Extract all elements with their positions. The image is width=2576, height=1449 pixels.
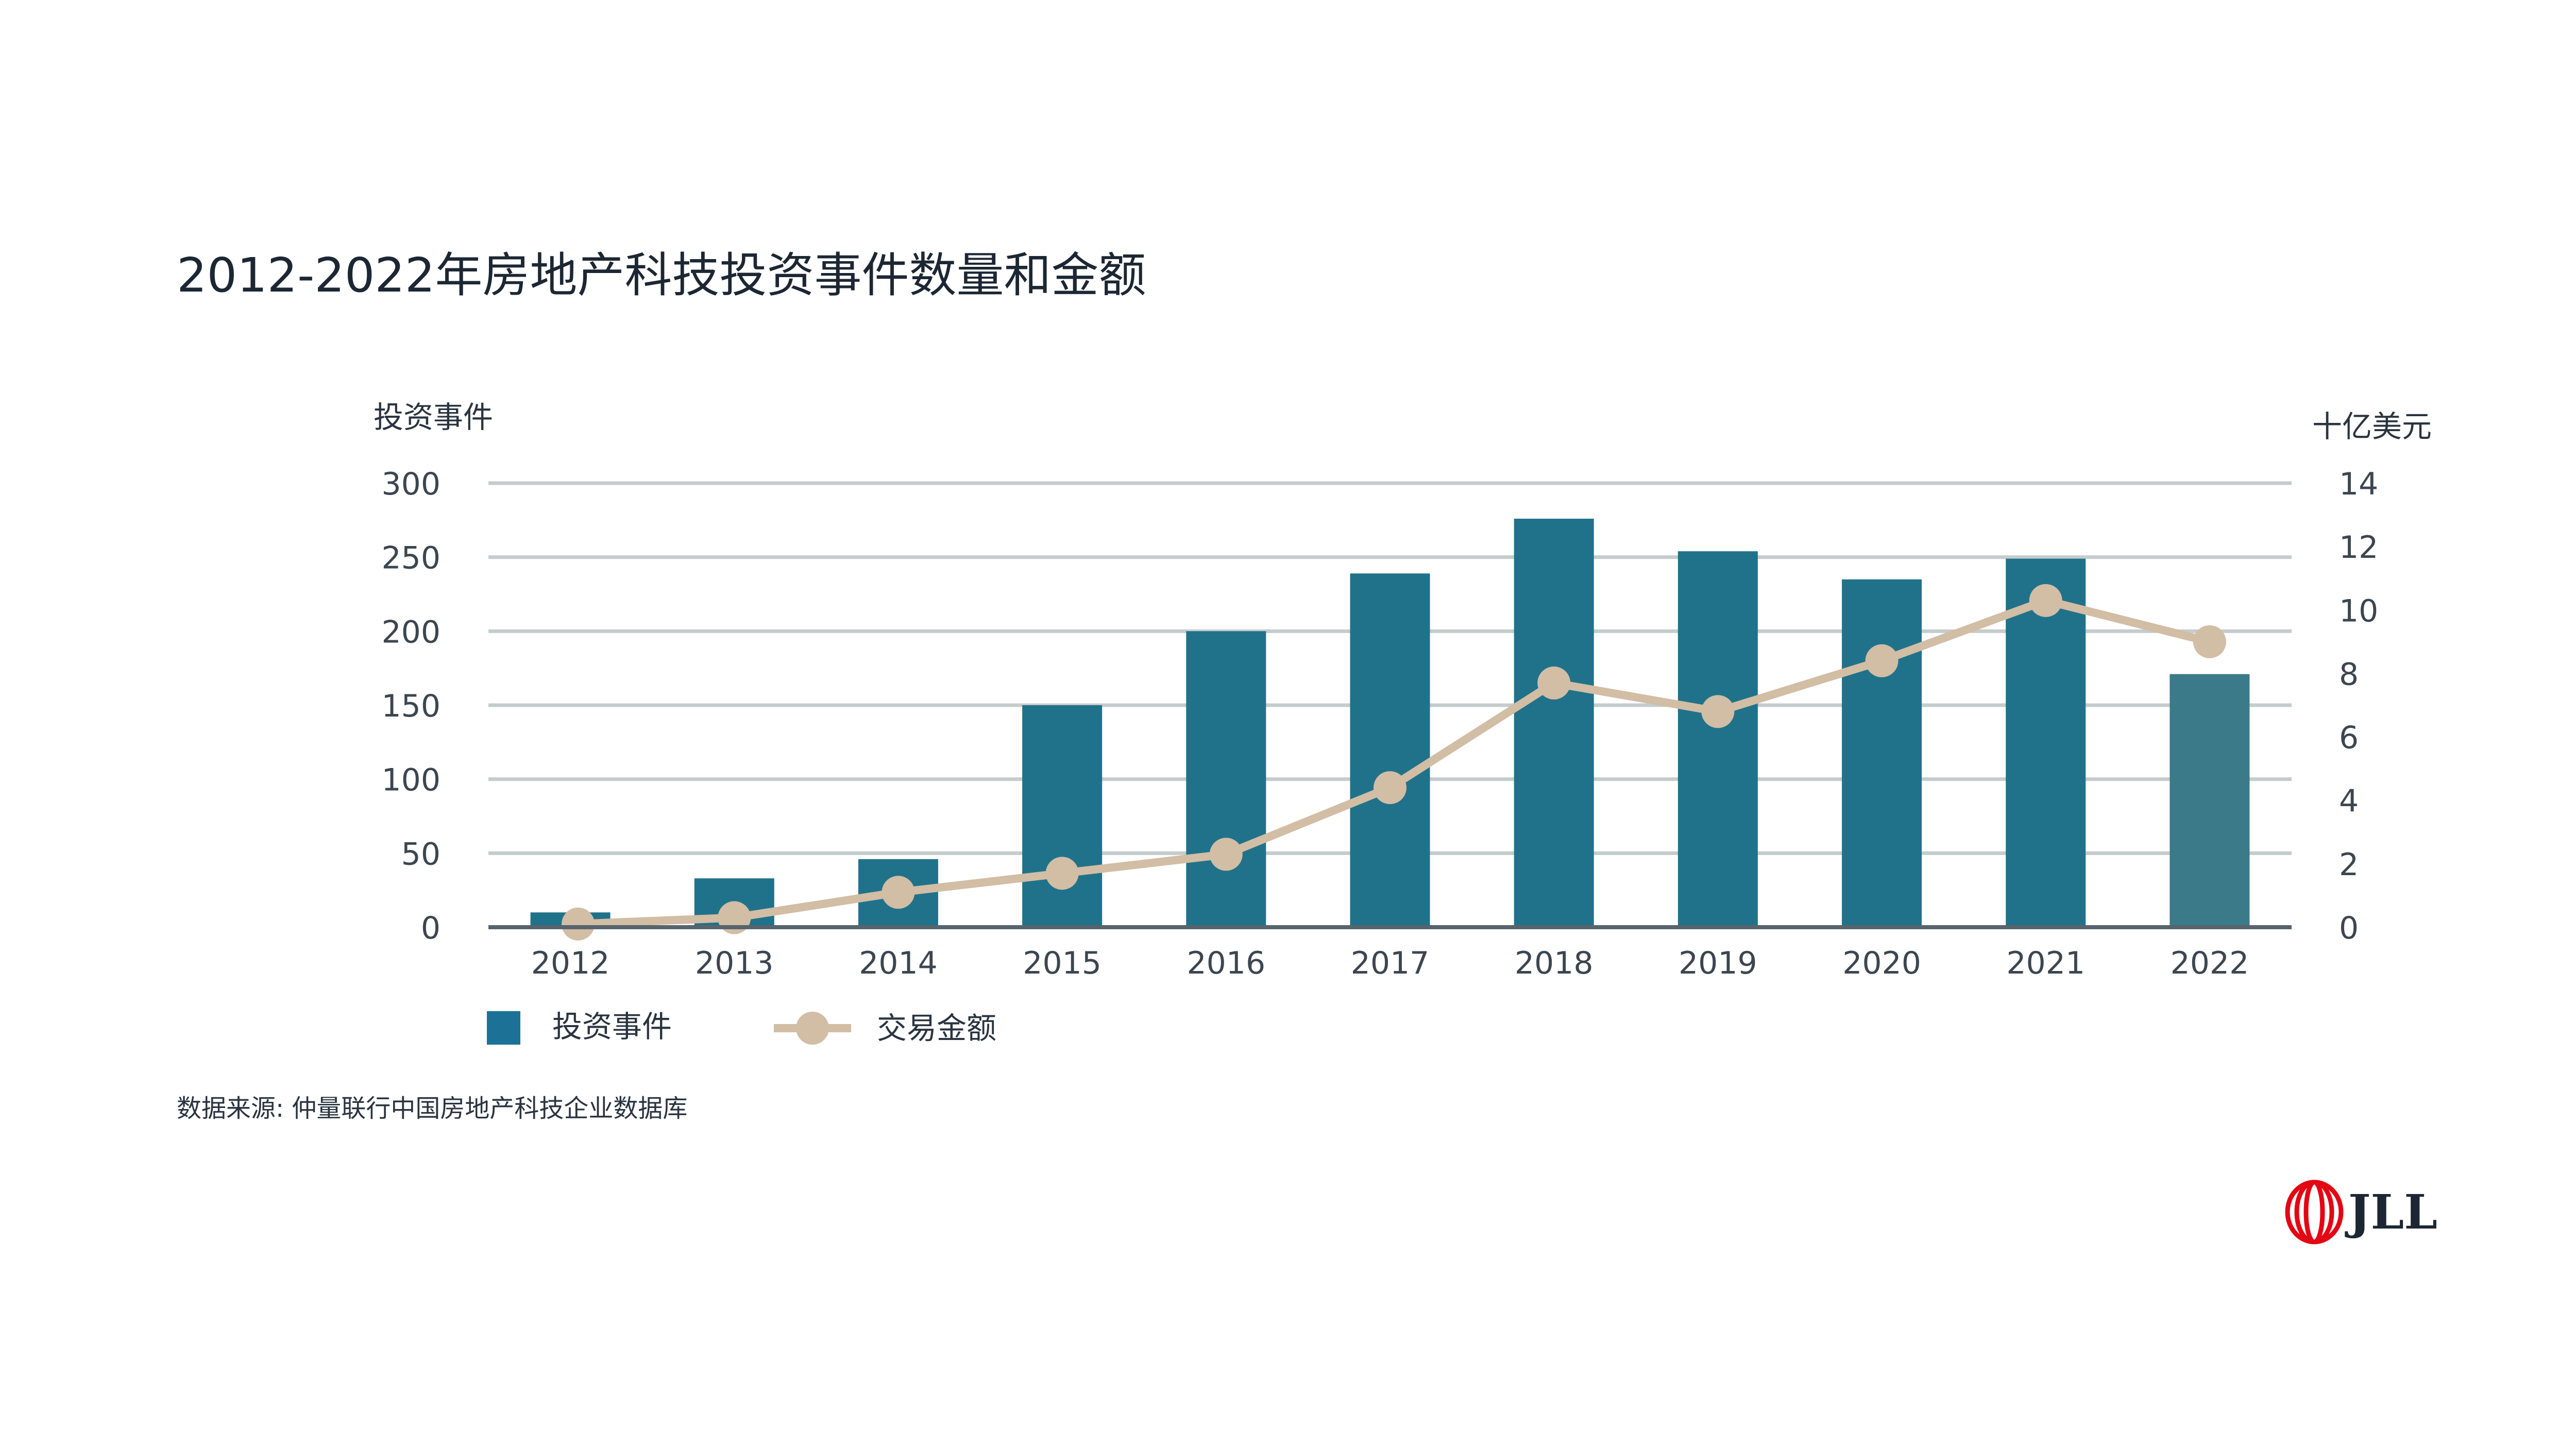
point-2012 <box>562 907 595 941</box>
x-tick-label: 2012 <box>531 945 610 981</box>
legend: 投资事件 交易金额 <box>487 1009 996 1046</box>
jll-logo-mark <box>2285 1180 2344 1245</box>
bar-2018 <box>1514 518 1594 927</box>
y-right-tick-label: 10 <box>2339 593 2378 629</box>
tick-labels: 0 50 100 150 200 250 300 0 2 4 6 8 10 12 14 投资事件 十亿美元 201… <box>374 400 2432 981</box>
point-2016 <box>1209 838 1243 871</box>
jll-logo: JLL <box>2285 1180 2437 1245</box>
y-right-tick-label: 0 <box>2339 910 2359 946</box>
bar-2017 <box>1350 573 1430 927</box>
legend-label-line: 交易金额 <box>877 1011 996 1046</box>
legend-swatch-marker <box>796 1012 829 1045</box>
y-right-tick-label: 2 <box>2339 847 2359 883</box>
point-2017 <box>1374 771 1406 805</box>
x-tick-label: 2015 <box>1023 945 1101 981</box>
x-tick-label: 2016 <box>1187 945 1265 981</box>
legend-swatch-bar <box>487 1011 520 1045</box>
x-tick-label: 2020 <box>1842 945 1921 981</box>
point-2018 <box>1537 666 1571 700</box>
point-2021 <box>2029 584 2062 617</box>
point-2019 <box>1701 695 1735 728</box>
bar-2019 <box>1677 551 1758 927</box>
x-tick-label: 2019 <box>1679 945 1757 981</box>
y-left-tick-label: 200 <box>381 614 440 650</box>
point-2015 <box>1045 857 1079 890</box>
y-right-axis-title: 十亿美元 <box>2312 409 2432 444</box>
bar-2015 <box>1022 705 1103 927</box>
y-left-axis-title: 投资事件 <box>374 400 493 435</box>
bar-2020 <box>1842 579 1922 927</box>
y-right-tick-label: 14 <box>2339 466 2378 502</box>
chart-title: 2012-2022年房地产科技投资事件数量和金额 <box>177 248 1146 303</box>
line-series <box>562 584 2226 941</box>
y-right-tick-label: 6 <box>2339 720 2359 756</box>
y-right-tick-label: 12 <box>2339 530 2378 566</box>
y-left-tick-label: 250 <box>381 540 440 576</box>
y-left-tick-label: 100 <box>381 762 440 798</box>
source-note: 数据来源: 仲量联行中国房地产科技企业数据库 <box>177 1094 688 1123</box>
x-tick-label: 2018 <box>1515 945 1594 981</box>
bar-2022 <box>2170 674 2250 927</box>
point-2020 <box>1865 644 1899 677</box>
point-2014 <box>882 876 915 909</box>
x-tick-label: 2013 <box>695 945 774 981</box>
y-left-tick-label: 300 <box>381 466 440 502</box>
bar-2016 <box>1186 631 1266 927</box>
jll-logo-text: JLL <box>2345 1184 2437 1240</box>
bar-2021 <box>2006 558 2086 927</box>
x-tick-label: 2022 <box>2171 945 2249 981</box>
y-left-tick-label: 0 <box>421 910 440 946</box>
bar-series <box>530 518 2250 927</box>
point-2022 <box>2193 625 2226 658</box>
x-tick-label: 2014 <box>859 945 938 981</box>
x-tick-label: 2017 <box>1351 945 1430 981</box>
y-left-tick-label: 150 <box>381 688 440 724</box>
x-tick-label: 2021 <box>2006 945 2085 981</box>
y-right-tick-label: 8 <box>2339 656 2359 692</box>
legend-label-bar: 投资事件 <box>552 1009 672 1044</box>
y-right-tick-label: 4 <box>2339 783 2359 820</box>
y-left-tick-label: 50 <box>401 836 440 872</box>
